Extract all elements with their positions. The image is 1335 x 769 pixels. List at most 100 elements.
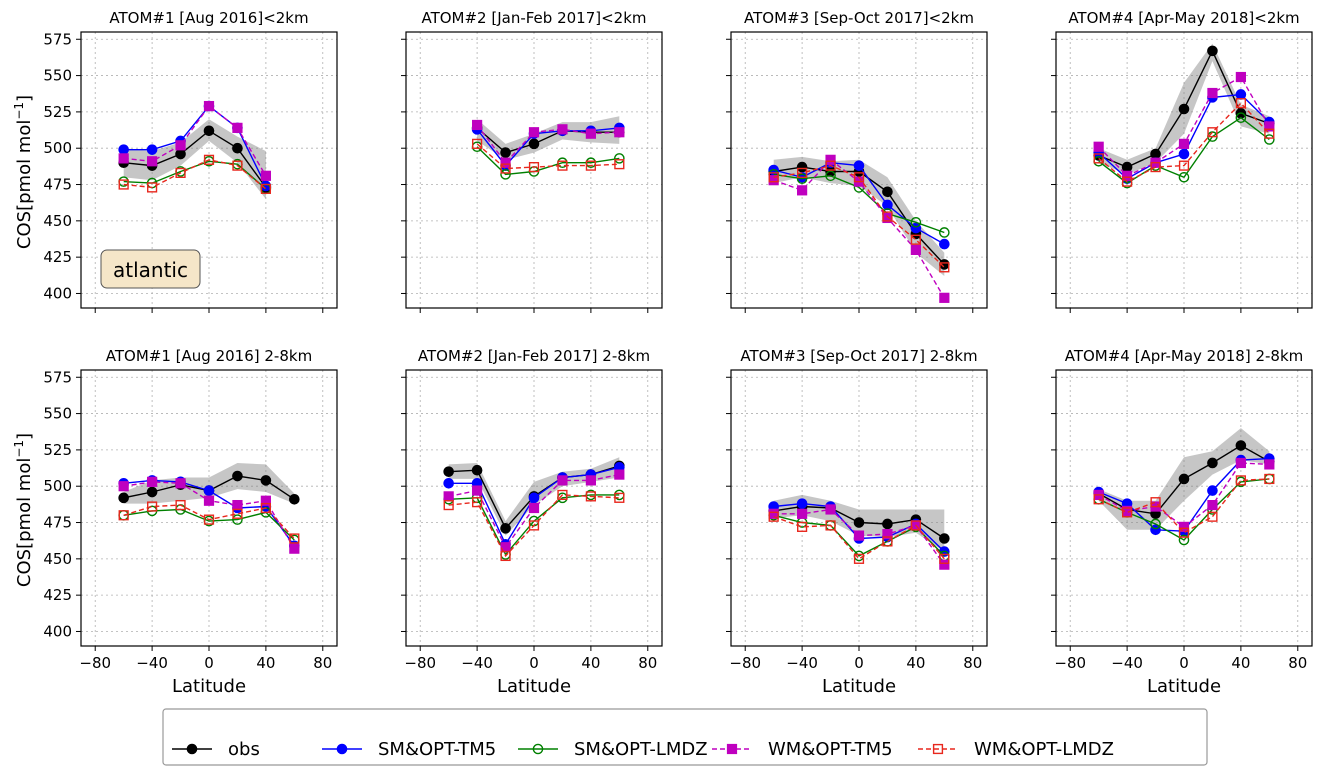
y-tick-label: 450 [43, 212, 72, 230]
panel-6: ATOM#2 [Jan-Feb 2017] 2-8km −80 −40 0 40 80 La… [401, 347, 663, 697]
legend-marker [186, 743, 198, 755]
panel-title: ATOM#1 [Aug 2016] 2-8km [106, 347, 312, 365]
data-point [853, 517, 865, 528]
data-point [910, 244, 921, 255]
data-point [825, 170, 836, 182]
data-point [471, 464, 483, 476]
series-wm_lmdz [443, 489, 625, 562]
panel-8: ATOM#4 [Apr-May 2018] 2-8km −80 −40 0 40 80 La… [1051, 347, 1313, 697]
series-wm_lmdz [118, 154, 271, 194]
data-point [203, 485, 215, 496]
data-point [1150, 161, 1161, 173]
series-wm_lmdz [768, 511, 950, 564]
data-point [882, 529, 893, 540]
x-tick-label: 0 [529, 654, 539, 672]
data-point [614, 159, 625, 170]
y-tick-label: 525 [43, 103, 72, 121]
data-point [585, 160, 596, 171]
data-point [910, 216, 922, 228]
series-line [773, 173, 945, 234]
y-tick-label: 425 [43, 586, 72, 604]
y-tick-label: 400 [43, 284, 72, 302]
series-wm_tm5 [1093, 71, 1275, 181]
data-point [500, 550, 511, 562]
x-tick-label: 80 [638, 654, 657, 672]
data-point [853, 172, 865, 183]
data-point [175, 478, 186, 489]
data-point [289, 533, 300, 544]
panel-title: ATOM#4 [Apr-May 2018]<2km [1068, 9, 1299, 27]
x-tick-label: −40 [461, 654, 493, 672]
data-point [1235, 98, 1246, 109]
panel-title: ATOM#3 [Sep-Oct 2017] 2-8km [740, 347, 977, 365]
y-tick-label: 500 [43, 139, 72, 157]
data-point [1178, 521, 1190, 532]
x-tick-label: 80 [1288, 654, 1307, 672]
data-point [1178, 527, 1190, 538]
data-point [175, 140, 186, 151]
data-point [443, 499, 454, 511]
data-point [1235, 112, 1247, 124]
data-point [910, 520, 921, 531]
data-point [232, 142, 243, 154]
series-wm_lmdz [768, 160, 950, 273]
data-point [1093, 141, 1104, 152]
data-point [796, 498, 808, 509]
legend-entry-wm_lmdz: WM&OPT-LMDZ [918, 739, 1114, 760]
region-label: atlantic [113, 258, 188, 282]
data-point [1235, 457, 1246, 469]
y-tick-label: 500 [43, 477, 72, 495]
data-point [825, 154, 836, 165]
legend: obs SM&OPT-TM5 SM&OPT-LMDZ WM&OPT-TM5 WM&OPT… [162, 708, 1208, 766]
legend-marker [932, 743, 944, 755]
data-point [175, 148, 186, 160]
data-point [1235, 71, 1246, 83]
panel-title: ATOM#4 [Apr-May 2018] 2-8km [1065, 347, 1304, 365]
y-tick-label: 575 [43, 30, 72, 48]
series-wm_tm5 [118, 100, 271, 181]
data-point [147, 156, 158, 167]
y-tick-label: 450 [43, 550, 72, 568]
data-point [882, 211, 893, 222]
data-point [175, 499, 186, 511]
data-point [232, 470, 243, 482]
data-point [1178, 171, 1190, 183]
x-tick-label: −80 [1054, 654, 1086, 672]
panels: ATOM#1 [Aug 2016]<2km4004254504755005255… [43, 9, 1313, 697]
legend-label: WM&OPT-TM5 [768, 739, 893, 760]
data-point [147, 476, 158, 487]
data-point [500, 163, 511, 174]
data-point [528, 138, 540, 150]
data-point [1264, 134, 1275, 145]
data-point [260, 502, 271, 514]
data-point [614, 127, 625, 138]
data-point [500, 157, 511, 168]
series-line [123, 159, 267, 190]
series-line [448, 494, 620, 558]
data-point [118, 481, 129, 492]
data-point [882, 186, 893, 198]
x-tick-label: −80 [729, 654, 761, 672]
data-point [939, 227, 950, 238]
data-point [528, 520, 540, 531]
data-point [585, 491, 596, 502]
data-point [528, 161, 540, 173]
legend-label: WM&OPT-LMDZ [974, 739, 1114, 760]
data-point [853, 530, 865, 541]
x-tick-label: 40 [581, 654, 600, 672]
series-line [476, 143, 620, 170]
legend-label: obs [228, 739, 260, 760]
data-point [797, 167, 808, 179]
x-tick-label: 40 [256, 654, 275, 672]
data-point [797, 521, 808, 532]
data-point [939, 533, 950, 544]
data-point [203, 514, 215, 525]
series-line [773, 164, 945, 268]
x-tick-label: −40 [1111, 654, 1143, 672]
data-point [289, 543, 300, 554]
y-tick-label: 525 [43, 441, 72, 459]
x-tick-label: −80 [404, 654, 436, 672]
data-point [853, 553, 865, 564]
data-point [1207, 499, 1218, 511]
